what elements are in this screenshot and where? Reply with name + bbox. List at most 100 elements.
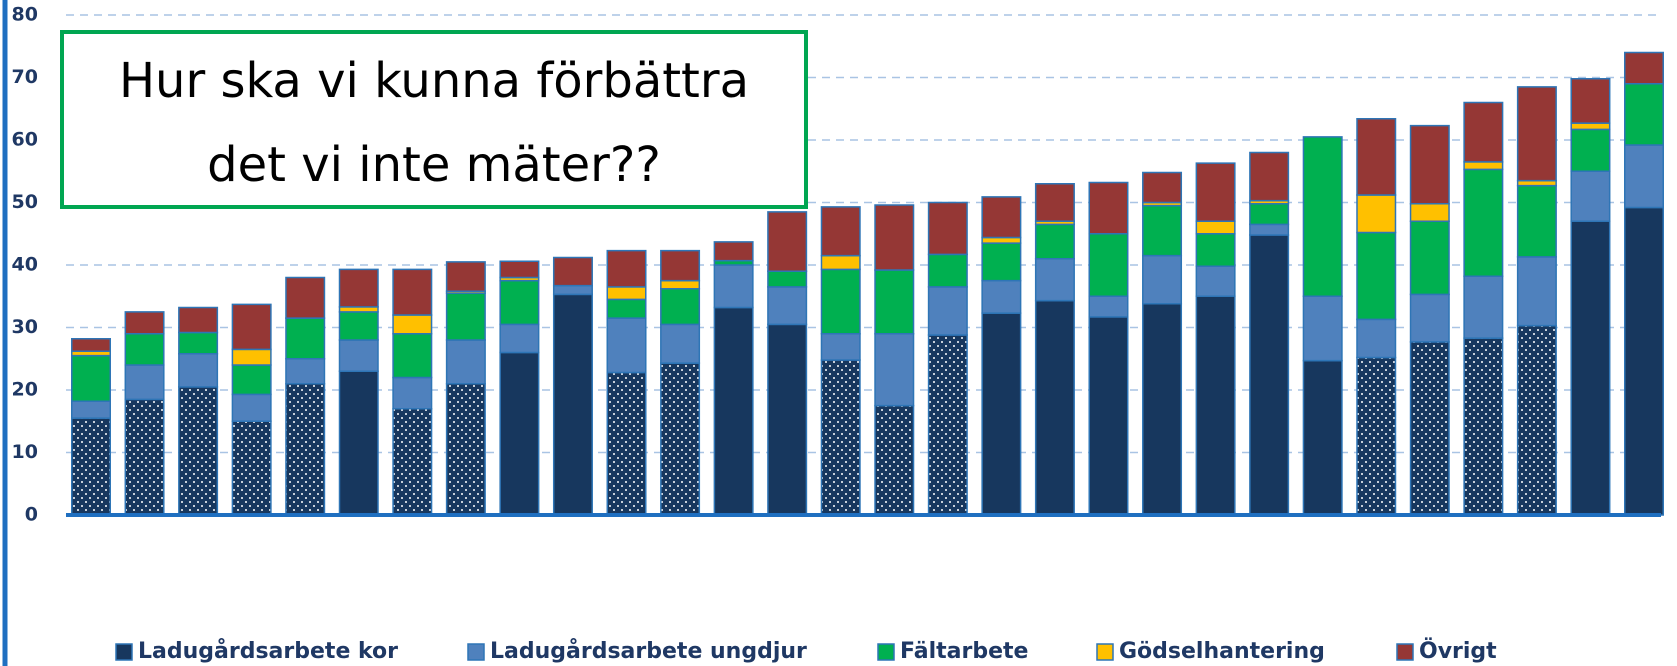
bar-segment bbox=[1624, 206, 1664, 516]
bar-segment bbox=[1409, 203, 1450, 222]
bar-segment bbox=[660, 323, 701, 364]
bar-segment bbox=[1570, 128, 1611, 172]
bar-segment bbox=[1356, 231, 1397, 321]
y-tick-label: 10 bbox=[12, 441, 38, 463]
bar-segment bbox=[392, 408, 433, 516]
legend-label: Övrigt bbox=[1419, 638, 1497, 664]
y-tick-label: 0 bbox=[25, 504, 38, 526]
bar-segment bbox=[713, 241, 754, 262]
bar-segment bbox=[713, 306, 754, 516]
bar-segment bbox=[1356, 118, 1397, 196]
bar-segment bbox=[1034, 183, 1075, 222]
bar-segment bbox=[1249, 223, 1290, 236]
y-tick-label: 50 bbox=[12, 191, 38, 213]
bar-segment bbox=[1088, 233, 1129, 297]
legend-label: Ladugårdsarbete ungdjur bbox=[490, 638, 807, 664]
bar-segment bbox=[1034, 258, 1075, 302]
bar-segment bbox=[927, 201, 968, 256]
bar-segment bbox=[1195, 233, 1236, 267]
bar-segment bbox=[499, 323, 540, 354]
bar-segment bbox=[1034, 223, 1075, 260]
bar-segment bbox=[1409, 124, 1450, 205]
legend-label: Ladugårdsarbete kor bbox=[138, 638, 398, 664]
bar-segment bbox=[231, 420, 272, 516]
y-tick-label: 40 bbox=[12, 254, 38, 276]
bar-segment bbox=[1195, 295, 1236, 516]
bar-segment bbox=[606, 317, 647, 374]
bar-segment bbox=[552, 284, 593, 296]
bar-segment bbox=[1142, 254, 1183, 305]
y-tick-label: 70 bbox=[12, 66, 38, 88]
bar-segment bbox=[820, 359, 861, 516]
bar-segment bbox=[392, 268, 433, 316]
bar-segment bbox=[713, 264, 754, 309]
bar-segment bbox=[392, 314, 433, 335]
bar-segment bbox=[981, 279, 1022, 314]
bar-segment bbox=[1088, 316, 1129, 516]
bar-segment bbox=[1249, 234, 1290, 516]
bar-segment bbox=[124, 311, 165, 335]
bar-segment bbox=[767, 286, 808, 326]
bar-segment bbox=[445, 292, 486, 341]
bar-segment bbox=[552, 293, 593, 516]
bar-segment bbox=[1409, 220, 1450, 296]
bar-segment bbox=[338, 268, 379, 308]
bar-segment bbox=[445, 261, 486, 292]
bar-segment bbox=[1463, 161, 1504, 171]
bar-segment bbox=[1570, 170, 1611, 222]
bar-segment bbox=[1463, 275, 1504, 339]
annotation-text: det vi inte mäter?? bbox=[207, 137, 661, 193]
bar-segment bbox=[1088, 181, 1129, 235]
bar-segment bbox=[1409, 341, 1450, 516]
annotation-box bbox=[60, 30, 808, 209]
bar-segment bbox=[1034, 299, 1075, 516]
legend-swatch bbox=[467, 643, 485, 661]
bar-segment bbox=[231, 348, 272, 366]
bar-segment bbox=[1624, 144, 1664, 209]
bar-segment bbox=[1570, 122, 1611, 131]
bar-segment bbox=[1302, 136, 1343, 297]
bar-segment bbox=[1624, 51, 1664, 85]
bar-segment bbox=[874, 269, 915, 335]
bar-segment bbox=[499, 279, 540, 326]
bar-segment bbox=[660, 279, 701, 290]
bar-segment bbox=[71, 400, 111, 419]
bar-segment bbox=[124, 398, 165, 516]
bar-segment bbox=[1195, 265, 1236, 297]
bar-segment bbox=[767, 270, 808, 288]
bar-segment bbox=[1463, 168, 1504, 277]
bar-segment bbox=[660, 362, 701, 516]
legend-label: Fältarbete bbox=[900, 639, 1028, 664]
bar-segment bbox=[874, 204, 915, 271]
bar-segment bbox=[606, 371, 647, 516]
bar-segment bbox=[178, 353, 219, 388]
bar-segment bbox=[231, 393, 272, 422]
bar-segment bbox=[338, 311, 379, 341]
bar-segment bbox=[231, 364, 272, 396]
bar-segment bbox=[1249, 151, 1290, 202]
bar-segment bbox=[1195, 220, 1236, 235]
bar-segment bbox=[338, 339, 379, 372]
bar-segment bbox=[820, 268, 861, 335]
bar-segment bbox=[874, 404, 915, 516]
bar-segment bbox=[499, 351, 540, 516]
legend-label: Gödselhantering bbox=[1119, 639, 1325, 664]
legend-swatch bbox=[115, 643, 133, 661]
bar-segment bbox=[1356, 194, 1397, 234]
annotation-text: Hur ska vi kunna förbättra bbox=[119, 53, 749, 109]
y-tick-label: 60 bbox=[12, 129, 38, 151]
bar-segment bbox=[981, 242, 1022, 282]
y-tick-label: 30 bbox=[12, 316, 38, 338]
bar-segment bbox=[1516, 324, 1557, 516]
bar-segment bbox=[820, 254, 861, 271]
bar-segment bbox=[1088, 295, 1129, 318]
bar-segment bbox=[1409, 293, 1450, 343]
bar-segment bbox=[1356, 356, 1397, 516]
bar-segment bbox=[820, 206, 861, 257]
bar-segment bbox=[71, 338, 111, 352]
bar-segment bbox=[1302, 295, 1343, 362]
bar-segment bbox=[981, 236, 1022, 244]
bar-segment bbox=[1302, 359, 1343, 516]
bar-segment bbox=[552, 256, 593, 287]
y-tick-label: 20 bbox=[12, 379, 38, 401]
